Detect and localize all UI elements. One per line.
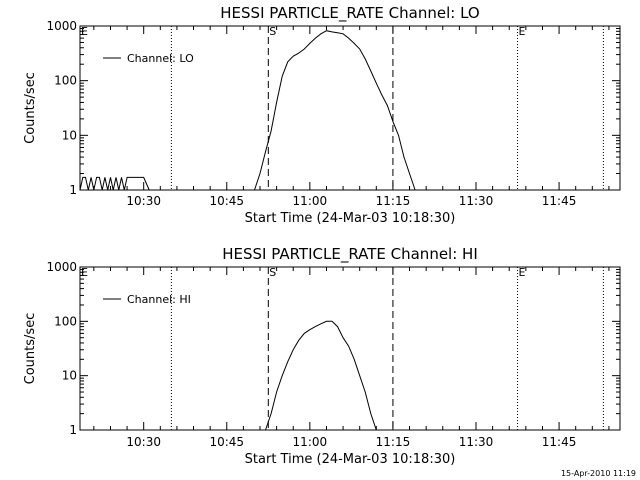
y-tick-label: 1000 <box>46 19 77 33</box>
y-tick-label: 10 <box>62 369 77 383</box>
event-marker-label: E <box>81 25 88 38</box>
x-axis-label: Start Time (24-Mar-03 10:18:30) <box>245 211 456 226</box>
series-line <box>79 176 150 191</box>
x-tick-label: 10:45 <box>209 435 244 449</box>
y-tick-label: 1000 <box>46 260 77 274</box>
x-tick-label: 11:45 <box>542 435 577 449</box>
x-tick-label: 11:15 <box>376 435 411 449</box>
legend-label: Channel: LO <box>127 52 194 65</box>
x-tick-label: 11:00 <box>293 435 328 449</box>
y-tick-label: 100 <box>54 314 77 328</box>
x-tick-label: 11:00 <box>293 194 328 208</box>
legend-label: Channel: HI <box>127 293 191 306</box>
panel-lo: HESSI PARTICLE_RATE Channel: LO 1 10 100 100… <box>23 4 621 226</box>
x-tick-label: 11:30 <box>459 194 494 208</box>
x-tick-label: 10:30 <box>126 435 161 449</box>
y-tick-label: 10 <box>62 128 77 142</box>
chart-title: HESSI PARTICLE_RATE Channel: HI <box>222 245 478 264</box>
timestamp-label: 15-Apr-2010 11:19 <box>561 469 636 478</box>
x-axis-label: Start Time (24-Mar-03 10:18:30) <box>245 452 456 467</box>
y-tick-label: 100 <box>54 74 77 88</box>
event-marker-label: E <box>519 266 526 279</box>
y-axis-label: Counts/sec <box>23 313 38 385</box>
series-line <box>254 30 416 191</box>
event-marker-label: E <box>81 266 88 279</box>
event-marker-label: S <box>269 25 276 38</box>
x-tick-label: 11:45 <box>542 194 577 208</box>
chart-title: HESSI PARTICLE_RATE Channel: LO <box>220 4 479 23</box>
y-tick-label: 1 <box>69 183 77 197</box>
x-tick-label: 11:30 <box>459 435 494 449</box>
series-line <box>265 320 377 431</box>
x-tick-label: 10:30 <box>126 194 161 208</box>
y-tick-label: 1 <box>69 423 77 437</box>
event-marker-label: E <box>519 25 526 38</box>
x-tick-label: 10:45 <box>209 194 244 208</box>
x-tick-label: 11:15 <box>376 194 411 208</box>
panel-hi: HESSI PARTICLE_RATE Channel: HI 1 10 100 100… <box>23 245 621 467</box>
plot-frame <box>79 25 621 191</box>
y-axis-label: Counts/sec <box>23 72 38 144</box>
event-marker-label: S <box>269 266 276 279</box>
